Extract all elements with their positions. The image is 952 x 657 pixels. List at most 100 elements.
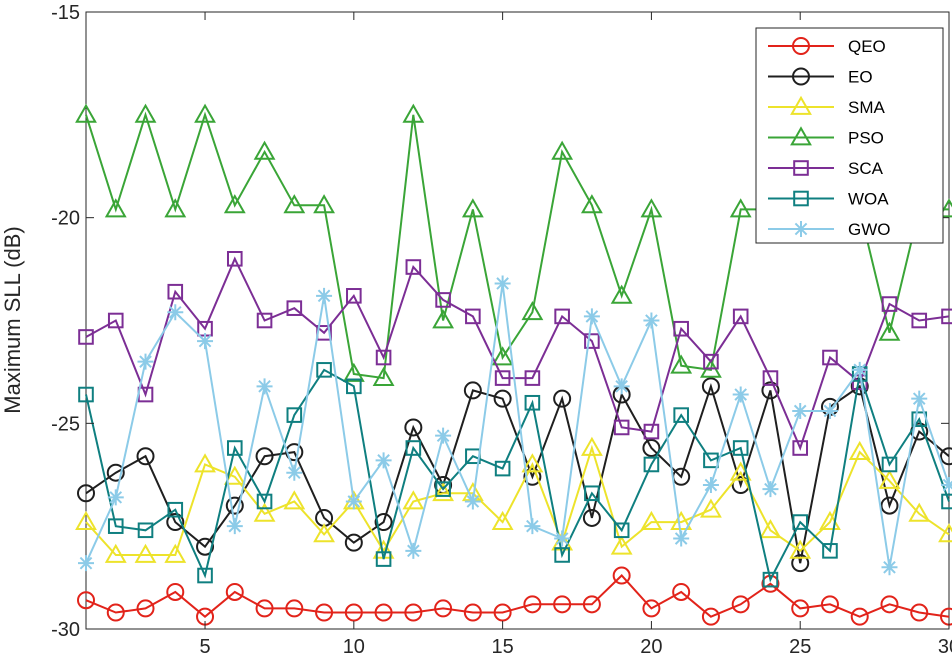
x-tick-label: 20	[640, 636, 662, 657]
data-point-sca	[465, 308, 481, 325]
data-point-gwo	[375, 452, 392, 469]
data-point-gwo	[464, 493, 481, 510]
data-point-pso	[878, 321, 901, 341]
data-point-eo	[225, 496, 244, 515]
data-point-eo	[493, 389, 512, 408]
data-point-sca	[792, 440, 809, 456]
data-point-qeo	[77, 591, 95, 610]
data-point-gwo	[583, 308, 600, 325]
data-point-gwo	[941, 477, 952, 494]
data-point-gwo	[107, 489, 124, 506]
y-tick-label: -15	[51, 2, 80, 24]
data-point-woa	[405, 440, 422, 456]
x-tick-label: 10	[343, 636, 365, 657]
data-point-eo	[463, 381, 482, 400]
data-point-qeo	[820, 595, 839, 614]
data-point-eo	[374, 513, 393, 532]
data-point-qeo	[850, 607, 869, 626]
data-point-woa	[643, 456, 660, 473]
data-point-eo	[106, 463, 125, 482]
data-point-woa	[435, 481, 451, 497]
data-point-sca	[286, 300, 303, 316]
data-point-sma	[432, 482, 455, 502]
data-point-sca	[226, 251, 243, 267]
data-point-sma	[283, 490, 306, 510]
data-point-gwo	[821, 402, 838, 419]
data-point-woa	[554, 547, 570, 563]
series-line-sca	[85, 256, 950, 451]
legend-entry-gwo: GWO	[768, 220, 891, 239]
data-point-pso	[938, 198, 952, 218]
data-point-pso	[551, 140, 574, 160]
legend-entry-eo: EO	[768, 67, 873, 87]
data-point-sca	[256, 312, 273, 329]
data-point-qeo	[166, 582, 185, 601]
data-point-gwo	[167, 304, 184, 321]
data-point-sma	[491, 510, 514, 530]
data-point-sma	[759, 519, 782, 539]
legend-marker-sca	[793, 160, 809, 176]
data-point-pso	[461, 198, 484, 218]
data-point-gwo	[524, 518, 541, 535]
data-point-sma	[313, 523, 335, 543]
data-point-woa	[167, 501, 184, 518]
data-point-eo	[404, 418, 423, 437]
data-point-sma	[789, 539, 812, 559]
data-point-sca	[78, 329, 94, 345]
data-point-pso	[253, 140, 276, 160]
data-point-sma	[134, 543, 157, 563]
data-point-gwo	[881, 559, 898, 576]
data-point-eo	[136, 447, 155, 466]
data-point-sma	[640, 510, 663, 530]
legend-label-sma: SMA	[848, 98, 886, 117]
data-point-qeo	[642, 599, 661, 618]
data-point-gwo	[554, 530, 571, 547]
data-point-sma	[700, 498, 722, 518]
data-point-sca	[346, 288, 362, 304]
data-point-eo	[196, 537, 215, 556]
data-point-woa	[494, 460, 511, 477]
data-point-gwo	[792, 402, 809, 419]
data-point-gwo	[673, 530, 690, 547]
data-point-sma	[75, 510, 97, 530]
data-point-qeo	[285, 599, 304, 618]
data-point-sca	[584, 333, 600, 349]
series-layer	[75, 103, 952, 626]
data-point-qeo	[344, 603, 363, 622]
data-point-qeo	[434, 599, 453, 618]
data-point-eo	[791, 554, 810, 573]
data-point-woa	[524, 394, 541, 411]
data-point-gwo	[911, 390, 928, 407]
data-point-qeo	[463, 603, 482, 622]
data-point-eo	[701, 377, 720, 396]
data-point-qeo	[910, 603, 929, 622]
data-point-qeo	[255, 599, 274, 618]
legend-label-pso: PSO	[848, 129, 884, 148]
legend-marker-qeo	[792, 37, 810, 55]
data-point-qeo	[553, 595, 572, 614]
data-point-qeo	[106, 603, 125, 622]
data-point-pso	[521, 301, 544, 321]
data-point-qeo	[701, 607, 720, 626]
series-sca	[78, 251, 952, 456]
data-point-woa	[941, 493, 952, 510]
data-point-sca	[167, 283, 184, 300]
data-point-woa	[137, 522, 154, 539]
data-point-sma	[521, 453, 544, 473]
data-point-gwo	[345, 493, 362, 510]
data-point-gwo	[732, 386, 749, 403]
data-point-woa	[316, 362, 332, 378]
x-tick-label: 15	[491, 636, 513, 657]
data-point-eo	[77, 484, 95, 503]
data-point-eo	[344, 533, 363, 552]
data-point-pso	[342, 362, 365, 382]
axes-layer: 5 10 15 20 25 30 -30 -25 -20 -15	[51, 2, 952, 657]
y-tick-label: -30	[51, 619, 80, 641]
data-point-gwo	[137, 353, 154, 370]
data-point-woa	[762, 571, 779, 588]
data-point-woa	[822, 543, 838, 559]
data-point-gwo	[851, 361, 868, 378]
legend-label-qeo: QEO	[848, 37, 886, 56]
data-point-woa	[375, 551, 392, 567]
legend-label-sca: SCA	[848, 159, 884, 178]
